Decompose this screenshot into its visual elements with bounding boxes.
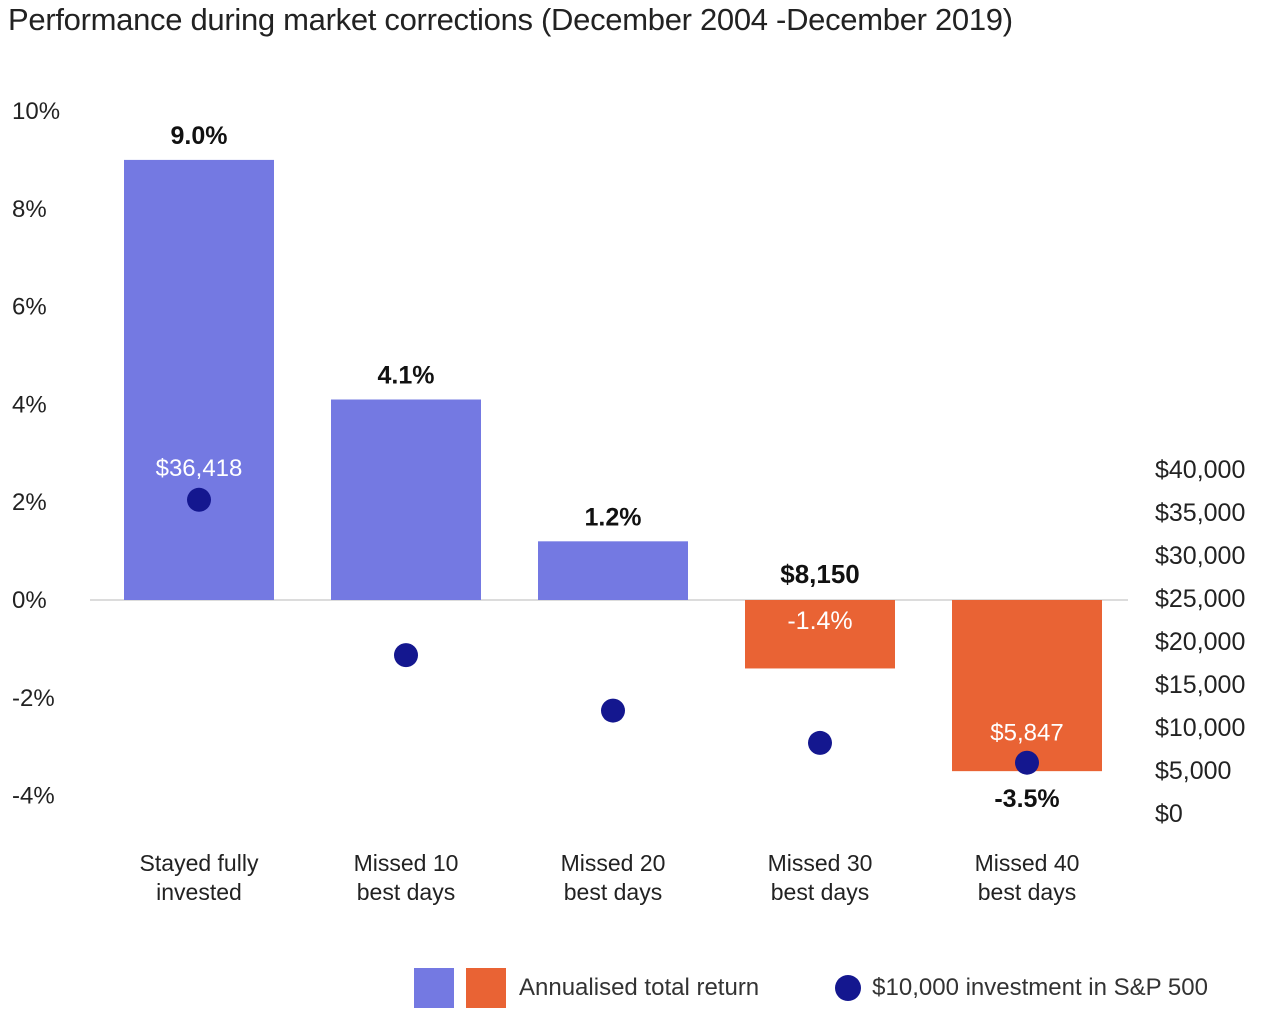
dot-marker — [1015, 750, 1039, 775]
right-axis: $40,000 $35,000 $30,000 $25,000 $20,000 $15,0… — [1155, 456, 1245, 828]
chart-title: Performance during market corrections (D… — [8, 2, 1013, 37]
right-axis-tick-label: $15,000 — [1155, 671, 1245, 699]
right-axis-tick-label: $5,000 — [1155, 757, 1231, 785]
right-axis-tick-label: $30,000 — [1155, 542, 1245, 570]
return-data-label: -3.5% — [994, 785, 1059, 813]
legend-dot-icon — [835, 975, 862, 1001]
dots-group — [187, 487, 1039, 775]
return-data-label: -1.4% — [787, 607, 852, 635]
right-axis-tick-label: $0 — [1155, 800, 1183, 828]
category-label: Missed 20 — [561, 850, 666, 876]
category-label: Missed 30 — [768, 850, 873, 876]
left-axis-tick-label: 10% — [12, 98, 60, 125]
left-axis-tick-label: 0% — [12, 587, 47, 614]
category-label: best days — [771, 879, 869, 905]
bar — [745, 600, 895, 669]
category-label: best days — [978, 879, 1076, 905]
legend: Annualised total return $10,000 investme… — [414, 967, 1208, 1009]
legend-bar-label: Annualised total return — [519, 974, 760, 1001]
bar — [952, 600, 1102, 772]
bars-group — [124, 159, 1102, 772]
category-label: best days — [357, 879, 455, 905]
investment-data-label: $36,418 — [156, 455, 243, 482]
return-data-label: 9.0% — [171, 122, 228, 150]
right-axis-tick-label: $35,000 — [1155, 499, 1245, 527]
legend-swatch-negative — [466, 968, 506, 1008]
category-label: Missed 40 — [975, 850, 1080, 876]
return-data-label: 4.1% — [378, 362, 435, 390]
investment-data-label: $11,908 — [571, 666, 656, 693]
left-axis-tick-label: 4% — [12, 391, 47, 418]
left-axis-tick-label: 8% — [12, 196, 47, 223]
chart-plot: 10% 8% 6% 4% 2% 0% -2% -4% $40,000 $35,000 $30,00… — [12, 98, 1245, 905]
left-axis-tick-label: -2% — [12, 685, 55, 712]
category-label: invested — [156, 879, 242, 905]
bar — [331, 399, 481, 600]
investment-data-label: $18,358 — [363, 610, 450, 637]
dot-marker — [808, 730, 832, 755]
dot-marker — [394, 643, 418, 668]
right-axis-tick-label: $20,000 — [1155, 628, 1245, 656]
legend-dot-label: $10,000 investment in S&P 500 — [872, 974, 1208, 1001]
left-axis: 10% 8% 6% 4% 2% 0% -2% -4% — [12, 98, 60, 810]
category-label: Stayed fully — [140, 850, 259, 876]
labels-group: 9.0% $36,418 4.1% $18,358 1.2% $11,908 -1.4% $8… — [156, 122, 1064, 813]
return-data-label: 1.2% — [585, 503, 642, 531]
legend-swatch-positive — [414, 968, 454, 1008]
investment-data-label: $5,847 — [990, 720, 1063, 747]
left-axis-tick-label: -4% — [12, 783, 55, 810]
right-axis-tick-label: $40,000 — [1155, 456, 1245, 484]
bar — [538, 541, 688, 600]
category-label: Missed 10 — [354, 850, 459, 876]
dot-marker — [187, 487, 211, 512]
left-axis-tick-label: 6% — [12, 294, 47, 321]
left-axis-tick-label: 2% — [12, 489, 47, 516]
dot-marker — [601, 698, 625, 723]
right-axis-tick-label: $25,000 — [1155, 585, 1245, 613]
category-labels-group: Stayed fully invested Missed 10 best days Mi… — [140, 850, 1080, 905]
investment-data-label: $8,150 — [780, 559, 860, 589]
bar — [124, 159, 274, 600]
right-axis-tick-label: $10,000 — [1155, 714, 1245, 742]
category-label: best days — [564, 879, 662, 905]
